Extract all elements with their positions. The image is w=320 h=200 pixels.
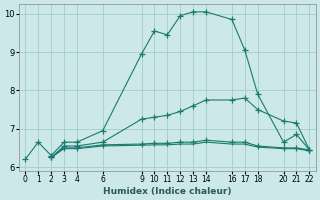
X-axis label: Humidex (Indice chaleur): Humidex (Indice chaleur) [103, 187, 232, 196]
